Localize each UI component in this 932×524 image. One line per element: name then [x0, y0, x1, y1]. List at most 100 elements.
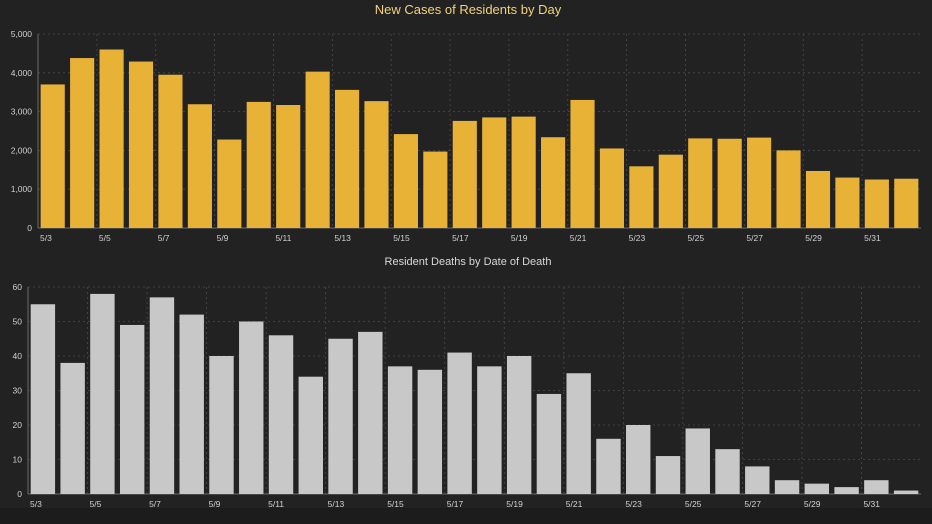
deaths-bar-5-6 — [119, 324, 145, 494]
cases-bar-5-6 — [128, 61, 154, 228]
deaths-xtick-label: 5/7 — [149, 499, 161, 509]
deaths-bar-5-30 — [834, 487, 859, 494]
deaths-chart: 0 10 20 30 40 50 60 5/3 5/5 5/7 5/9 5/11 5/13 5/15 5/1… — [13, 282, 921, 509]
cases-bar-5-11 — [276, 105, 301, 228]
cases-bar-6-1 — [894, 178, 919, 228]
cases-bar-5-17 — [452, 120, 477, 228]
deaths-bar-5-29 — [804, 483, 830, 494]
cases-xtick-label: 5/7 — [158, 233, 170, 243]
deaths-bar-5-25 — [685, 428, 710, 494]
cases-ytick-label: 2,000 — [11, 145, 33, 155]
cases-xtick-label: 5/11 — [275, 233, 291, 243]
deaths-bar-5-21 — [566, 373, 591, 494]
cases-xtick-label: 5/23 — [629, 233, 646, 243]
cases-bar-5-25 — [688, 138, 713, 228]
cases-bar-5-27 — [747, 137, 772, 228]
deaths-bar-5-17 — [447, 352, 472, 494]
cases-bar-5-18 — [482, 117, 507, 228]
deaths-xtick-label: 5/13 — [328, 499, 345, 509]
cases-bar-5-8 — [187, 104, 212, 228]
deaths-xtick-label: 5/11 — [268, 499, 284, 509]
cases-xtick-label: 5/17 — [452, 233, 469, 243]
deaths-bar-5-31 — [864, 480, 889, 494]
cases-bar-5-12 — [305, 71, 330, 228]
deaths-bar-5-23 — [626, 425, 651, 494]
cases-bar-5-30 — [835, 177, 860, 228]
cases-bar-5-29 — [805, 170, 831, 228]
deaths-bar-5-16 — [417, 369, 443, 494]
cases-xtick-label: 5/13 — [334, 233, 351, 243]
deaths-bar-5-11 — [268, 335, 294, 494]
cases-xtick-label: 5/9 — [217, 233, 229, 243]
cases-ytick-label: 0 — [27, 223, 32, 233]
cases-bar-5-3 — [40, 84, 65, 228]
deaths-xtick-label: 5/5 — [90, 499, 102, 509]
cases-bar-5-28 — [776, 150, 801, 228]
deaths-xtick-label: 5/9 — [209, 499, 221, 509]
cases-bar-5-16 — [423, 151, 448, 228]
cases-xtick-label: 5/25 — [688, 233, 705, 243]
deaths-bar-5-5 — [90, 293, 115, 494]
deaths-ytick-label: 20 — [13, 420, 23, 430]
deaths-chart-title: Resident Deaths by Date of Death — [385, 256, 552, 268]
deaths-xtick-label: 5/19 — [506, 499, 523, 509]
cases-xtick-label: 5/21 — [570, 233, 587, 243]
deaths-ytick-label: 10 — [13, 455, 23, 465]
deaths-bar-5-15 — [387, 366, 413, 494]
deaths-bar-5-26 — [715, 449, 740, 494]
cases-bar-5-10 — [246, 101, 271, 228]
cases-xtick-label: 5/29 — [805, 233, 822, 243]
cases-bar-5-9 — [217, 139, 242, 228]
cases-chart: 0 1,000 2,000 3,000 4,000 5,000 5/3 5/5 5/7 5/9 5/… — [11, 29, 921, 243]
deaths-bar-5-19 — [506, 356, 532, 494]
deaths-bar-5-3 — [30, 304, 56, 494]
deaths-ytick-label: 30 — [13, 386, 23, 396]
deaths-bar-5-22 — [596, 438, 621, 494]
cases-bar-5-26 — [717, 138, 742, 228]
cases-bar-5-7 — [158, 74, 183, 229]
deaths-xtick-label: 5/23 — [625, 499, 642, 509]
cases-bar-5-13 — [334, 89, 360, 229]
deaths-bar-5-24 — [655, 456, 681, 494]
deaths-xtick-label: 5/25 — [685, 499, 702, 509]
deaths-bar-5-27 — [745, 466, 770, 494]
cases-xtick-label: 5/31 — [864, 233, 881, 243]
cases-bar-5-4 — [70, 58, 95, 229]
deaths-ytick-label: 40 — [13, 351, 23, 361]
cases-chart-title: New Cases of Residents by Day — [375, 2, 562, 17]
deaths-bar-5-12 — [298, 376, 323, 494]
footer-strip — [0, 508, 932, 524]
cases-bar-5-31 — [864, 179, 889, 228]
deaths-xtick-label: 5/31 — [863, 499, 880, 509]
deaths-bar-5-20 — [536, 393, 562, 494]
cases-ytick-label: 5,000 — [11, 29, 33, 39]
deaths-bar-5-10 — [239, 321, 264, 494]
deaths-xtick-label: 5/17 — [447, 499, 464, 509]
deaths-bar-5-14 — [358, 331, 383, 494]
deaths-ytick-label: 0 — [17, 489, 22, 499]
deaths-xtick-label: 5/21 — [566, 499, 583, 509]
cases-xtick-label: 5/27 — [746, 233, 763, 243]
cases-ytick-label: 1,000 — [11, 184, 33, 194]
deaths-bar-5-8 — [179, 314, 204, 494]
deaths-xtick-label: 5/15 — [387, 499, 404, 509]
deaths-bar-5-18 — [477, 366, 502, 494]
cases-ytick-label: 4,000 — [11, 68, 33, 78]
deaths-bar-5-13 — [328, 338, 353, 494]
cases-bar-5-15 — [393, 134, 418, 228]
cases-bar-5-19 — [511, 116, 536, 228]
cases-bar-5-22 — [599, 148, 625, 228]
cases-bar-5-23 — [629, 166, 654, 228]
cases-xtick-label: 5/3 — [40, 233, 52, 243]
cases-bar-5-21 — [570, 99, 595, 229]
deaths-ytick-label: 60 — [13, 282, 23, 292]
deaths-bar-6-1 — [893, 490, 919, 494]
deaths-xtick-label: 5/29 — [804, 499, 821, 509]
cases-xtick-label: 5/15 — [393, 233, 410, 243]
cases-bar-5-20 — [541, 137, 566, 228]
cases-xtick-label: 5/5 — [99, 233, 111, 243]
deaths-xtick-label: 5/27 — [744, 499, 761, 509]
deaths-bar-5-4 — [60, 362, 85, 494]
